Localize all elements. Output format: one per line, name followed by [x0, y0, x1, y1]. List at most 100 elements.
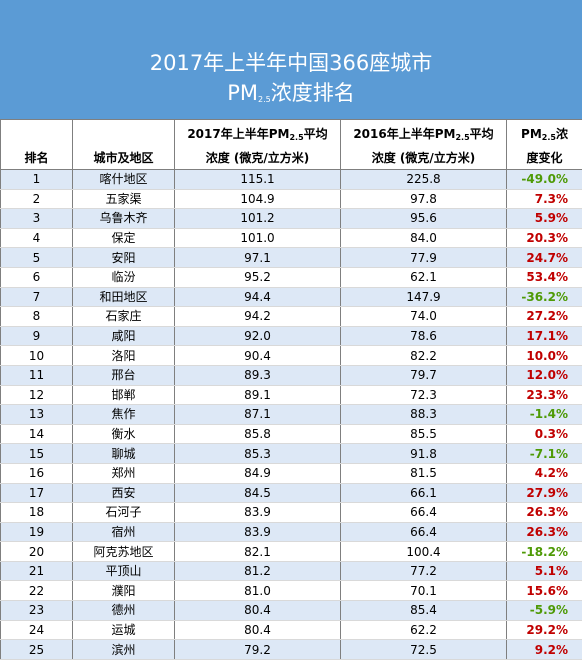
pm25-2016-cell: 84.0: [341, 228, 507, 248]
rank-cell: 17: [1, 483, 73, 503]
change-cell: -5.9%: [507, 601, 582, 621]
pm25-2017-cell: 115.1: [175, 170, 341, 190]
rank-cell: 9: [1, 326, 73, 346]
city-cell: 洛阳: [73, 346, 175, 366]
city-cell: 滨州: [73, 640, 175, 660]
rank-cell: 5: [1, 248, 73, 268]
rank-cell: 15: [1, 444, 73, 464]
header-2017-c: 浓度 (微克/立方米): [206, 151, 310, 165]
city-cell: 安阳: [73, 248, 175, 268]
rank-cell: 19: [1, 522, 73, 542]
header-2016: 2016年上半年PM2.5平均 浓度 (微克/立方米): [341, 120, 507, 170]
pm25-2016-cell: 85.5: [341, 424, 507, 444]
change-cell: 24.7%: [507, 248, 582, 268]
title-line-2: PM2.5浓度排名: [227, 78, 355, 115]
rank-cell: 11: [1, 365, 73, 385]
pm25-2016-cell: 62.1: [341, 267, 507, 287]
rank-cell: 24: [1, 620, 73, 640]
change-cell: 27.9%: [507, 483, 582, 503]
rank-cell: 2: [1, 189, 73, 209]
change-cell: 26.3%: [507, 503, 582, 523]
pm25-2017-cell: 104.9: [175, 189, 341, 209]
change-cell: 15.6%: [507, 581, 582, 601]
city-cell: 五家渠: [73, 189, 175, 209]
change-cell: 53.4%: [507, 267, 582, 287]
title-rest: 浓度排名: [271, 81, 355, 105]
city-cell: 衡水: [73, 424, 175, 444]
pm25-2016-cell: 97.8: [341, 189, 507, 209]
pm25-2017-cell: 82.1: [175, 542, 341, 562]
pm25-2017-cell: 89.1: [175, 385, 341, 405]
city-cell: 石河子: [73, 503, 175, 523]
pm25-2016-cell: 74.0: [341, 307, 507, 327]
rank-cell: 22: [1, 581, 73, 601]
pm25-2017-cell: 83.9: [175, 503, 341, 523]
change-cell: 9.2%: [507, 640, 582, 660]
change-cell: 20.3%: [507, 228, 582, 248]
header-2017-b: 平均: [304, 127, 328, 141]
header-2017: 2017年上半年PM2.5平均 浓度 (微克/立方米): [175, 120, 341, 170]
city-cell: 阿克苏地区: [73, 542, 175, 562]
pm25-ranking-table: 排名 城市及地区 2017年上半年PM2.5平均 浓度 (微克/立方米) 201…: [0, 119, 582, 660]
rank-cell: 16: [1, 463, 73, 483]
pm25-2017-cell: 87.1: [175, 405, 341, 425]
pm25-2017-cell: 92.0: [175, 326, 341, 346]
header-2016-b: 平均: [470, 127, 494, 141]
rank-cell: 3: [1, 209, 73, 229]
change-cell: 17.1%: [507, 326, 582, 346]
pm25-2017-cell: 83.9: [175, 522, 341, 542]
pm25-2016-cell: 225.8: [341, 170, 507, 190]
change-cell: 4.2%: [507, 463, 582, 483]
change-cell: 10.0%: [507, 346, 582, 366]
change-cell: 29.2%: [507, 620, 582, 640]
change-cell: 23.3%: [507, 385, 582, 405]
pm25-2017-cell: 81.2: [175, 561, 341, 581]
pm25-2016-cell: 82.2: [341, 346, 507, 366]
change-cell: -7.1%: [507, 444, 582, 464]
pm25-2017-cell: 84.5: [175, 483, 341, 503]
rank-cell: 1: [1, 170, 73, 190]
rank-cell: 23: [1, 601, 73, 621]
city-cell: 宿州: [73, 522, 175, 542]
pm25-2016-cell: 62.2: [341, 620, 507, 640]
pm25-2017-cell: 89.3: [175, 365, 341, 385]
change-cell: -49.0%: [507, 170, 582, 190]
city-cell: 濮阳: [73, 581, 175, 601]
city-cell: 邯郸: [73, 385, 175, 405]
city-cell: 保定: [73, 228, 175, 248]
change-cell: 26.3%: [507, 522, 582, 542]
pm25-2017-cell: 101.2: [175, 209, 341, 229]
pm25-2017-cell: 80.4: [175, 601, 341, 621]
header-row: 排名 城市及地区 2017年上半年PM2.5平均 浓度 (微克/立方米) 201…: [1, 120, 582, 170]
pm25-2017-cell: 81.0: [175, 581, 341, 601]
pm25-2016-cell: 66.4: [341, 522, 507, 542]
pm25-2017-cell: 79.2: [175, 640, 341, 660]
city-cell: 临汾: [73, 267, 175, 287]
city-cell: 西安: [73, 483, 175, 503]
city-cell: 德州: [73, 601, 175, 621]
city-cell: 咸阳: [73, 326, 175, 346]
rank-cell: 4: [1, 228, 73, 248]
title-banner: 2017年上半年中国366座城市 PM2.5浓度排名: [0, 0, 582, 119]
city-cell: 运城: [73, 620, 175, 640]
rank-cell: 25: [1, 640, 73, 660]
rank-cell: 18: [1, 503, 73, 523]
change-cell: 27.2%: [507, 307, 582, 327]
city-cell: 平顶山: [73, 561, 175, 581]
rank-cell: 20: [1, 542, 73, 562]
pm25-2016-cell: 72.3: [341, 385, 507, 405]
